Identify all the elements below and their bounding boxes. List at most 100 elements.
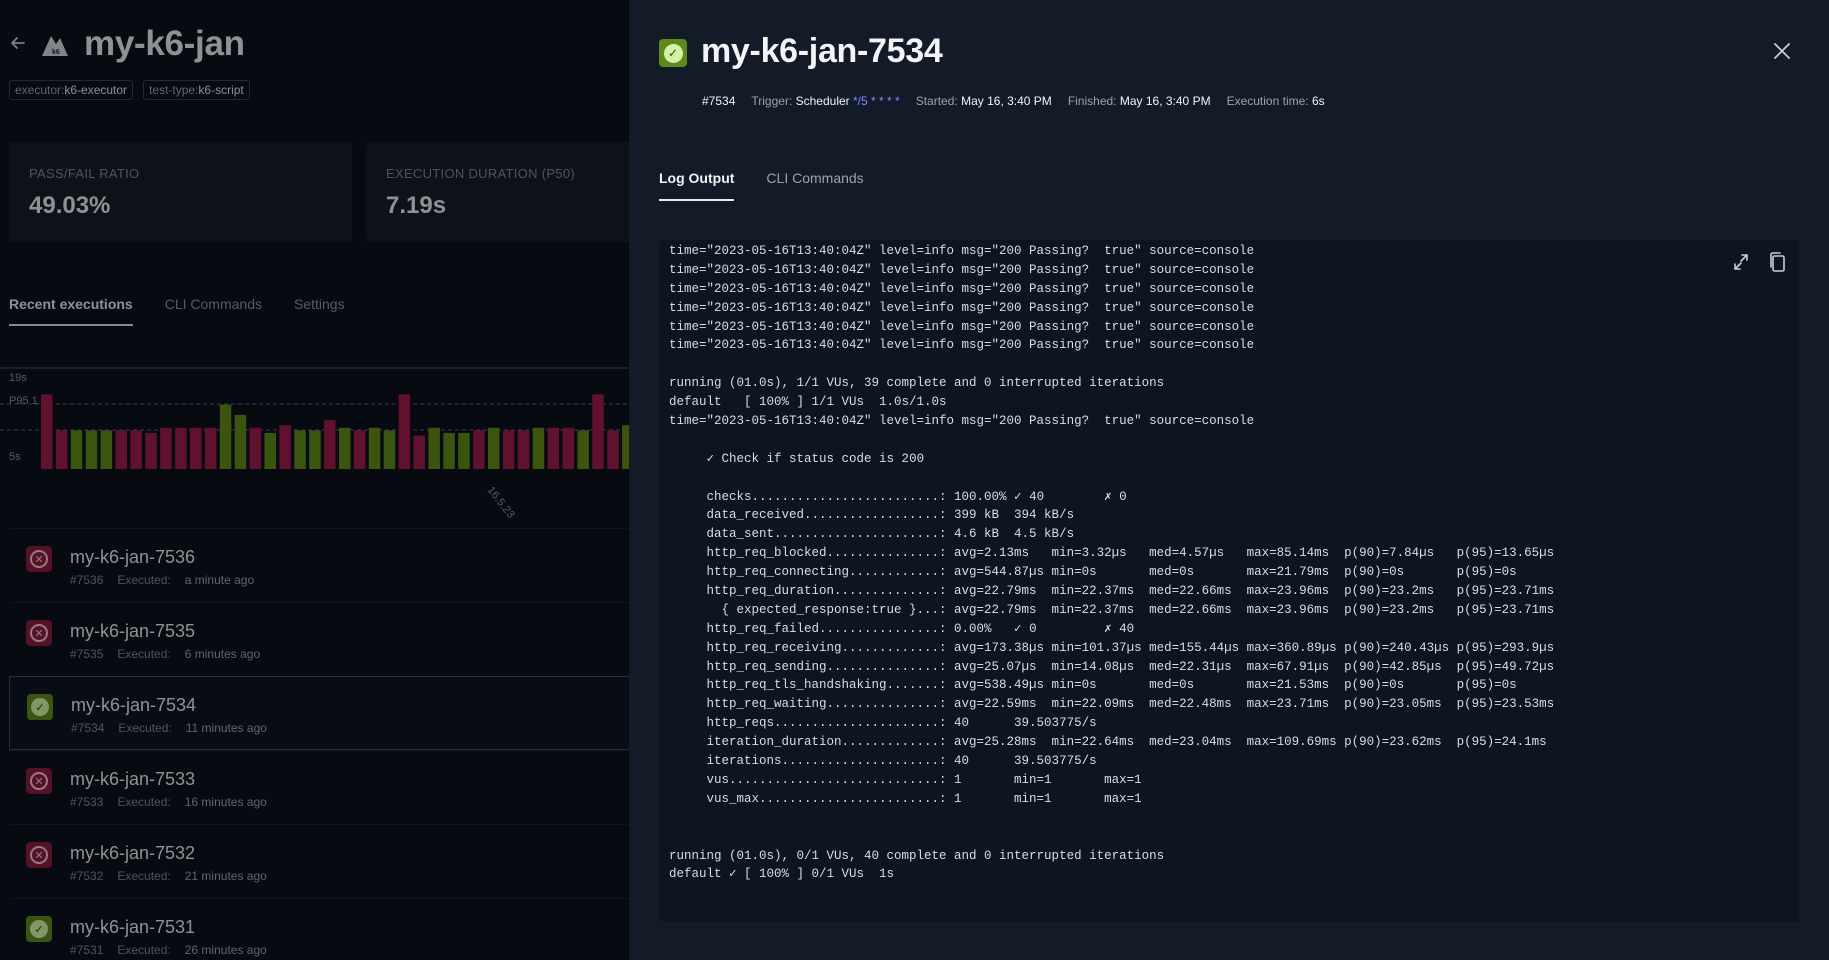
failed-bar (353, 430, 366, 469)
status-failed-badge: ✕ (26, 842, 52, 868)
log-line: checks.........................: 100.00%… (669, 489, 1127, 504)
passed-bar (383, 430, 396, 469)
execution-drawer: ✓ my-k6-jan-7534 #7534 Trigger: Schedule… (629, 0, 1829, 960)
tab-log-output[interactable]: Log Output (659, 170, 735, 201)
log-line: http_req_failed................: 0.00% ✓… (669, 621, 1135, 636)
passed-bar (488, 427, 500, 469)
executed-label: Executed: (117, 943, 171, 957)
executed-ago: 21 minutes ago (184, 869, 267, 883)
trigger-value: Scheduler (795, 94, 850, 108)
tab-recent-executions[interactable]: Recent executions (9, 296, 133, 326)
log-line: { expected_response:true }...: avg=22.79… (669, 602, 1555, 617)
executed-label: Executed: (118, 721, 172, 735)
finished-value: May 16, 3:40 PM (1119, 94, 1211, 108)
execution-row[interactable]: ✕ my-k6-jan-7533 #7533 Executed: 16 minutes … (9, 750, 629, 824)
failed-bar (502, 430, 515, 469)
executed-label: Executed: (117, 573, 171, 587)
log-line (669, 355, 1554, 374)
log-line: vus............................: 1 min=1… (669, 772, 1142, 787)
test-labels: executor:k6-executor test-type:k6-script (9, 80, 250, 100)
execution-meta: #7535 Executed: 6 minutes ago (70, 647, 274, 661)
log-line: time="2023-05-16T13:40:04Z" level=info m… (669, 244, 1255, 258)
failed-bar (324, 420, 336, 469)
log-line: vus_max........................: 1 min=1… (669, 791, 1142, 806)
execution-id: #7532 (70, 869, 104, 883)
copy-icon[interactable] (1767, 251, 1787, 273)
passed-bar (219, 404, 232, 469)
executed-ago: 16 minutes ago (184, 795, 267, 809)
fullscreen-icon[interactable] (1731, 251, 1751, 273)
back-arrow-icon[interactable] (9, 34, 27, 52)
status-passed-badge: ✓ (27, 694, 53, 720)
failed-bar (175, 427, 187, 469)
log-line: data_received..................: 399 kB … (669, 508, 1075, 523)
executed-label: Executed: (117, 869, 171, 883)
execution-id: #7533 (70, 795, 104, 809)
log-output-panel[interactable]: time="2023-05-16T13:40:04Z" level=info m… (659, 240, 1799, 922)
failed-bar (473, 430, 485, 469)
execution-meta: #7533 Executed: 16 minutes ago (70, 795, 281, 809)
log-line (669, 469, 1554, 488)
passed-bar (294, 430, 306, 469)
tab-cli-commands[interactable]: CLI Commands (766, 170, 864, 186)
metric-card-duration: EXECUTION DURATION (P50) 7.19s (366, 142, 629, 242)
status-passed-badge: ✓ (659, 39, 687, 67)
execution-name: my-k6-jan-7531 (70, 917, 196, 937)
passed-bar (577, 430, 589, 469)
tab-cli-commands[interactable]: CLI Commands (164, 296, 262, 312)
started-label: Started: (915, 94, 958, 108)
status-failed-badge: ✕ (26, 620, 52, 646)
status-failed-badge: ✕ (26, 546, 52, 572)
executed-label: Executed: (117, 795, 171, 809)
y-tick-label: P95 1 (9, 395, 38, 407)
failed-bar (592, 394, 604, 469)
passed-bar (85, 430, 98, 469)
execution-row[interactable]: ✓ my-k6-jan-7531 #7531 Executed: 26 minutes … (9, 898, 629, 960)
test-details-page: k6 my-k6-jan executor:k6-executor test-t… (0, 0, 629, 960)
passed-bar (428, 427, 440, 469)
label-chip: executor:k6-executor (9, 80, 134, 100)
label-chip: test-type:k6-script (143, 80, 250, 100)
failed-bar (547, 427, 560, 469)
label-value: k6-script (198, 83, 244, 97)
failed-bar (130, 430, 142, 469)
executions-chart: 19s P95 1 5s 16.5.23 (0, 367, 629, 521)
check-icon: ✓ (31, 698, 49, 716)
failed-bar (41, 394, 53, 469)
failed-bar (398, 394, 411, 469)
log-line: http_req_duration..............: avg=22.… (669, 584, 1555, 599)
tab-settings[interactable]: Settings (293, 296, 345, 312)
passed-bar (368, 427, 381, 469)
execution-row[interactable]: ✕ my-k6-jan-7536 #7536 Executed: a minute ag… (9, 528, 629, 602)
x-circle-icon: ✕ (30, 772, 48, 790)
y-tick-label: 5s (9, 451, 21, 463)
close-icon[interactable] (1773, 42, 1791, 60)
execution-row[interactable]: ✕ my-k6-jan-7532 #7532 Executed: 21 minutes … (9, 824, 629, 898)
log-line: data_sent......................: 4.6 kB … (669, 527, 1075, 542)
log-line (669, 828, 1554, 847)
execution-title: my-k6-jan-7534 (701, 32, 943, 70)
log-line: time="2023-05-16T13:40:04Z" level=info m… (669, 281, 1255, 296)
status-passed-badge: ✓ (26, 916, 52, 942)
log-line: http_reqs......................: 40 39.5… (669, 716, 1097, 731)
execution-row[interactable]: ✕ my-k6-jan-7535 #7535 Executed: 6 minutes a… (9, 602, 629, 676)
execution-meta: #7534 Trigger: Scheduler */5 * * * * Sta… (702, 94, 1325, 108)
log-line: http_req_receiving.............: avg=173… (669, 640, 1555, 655)
label-key: test-type: (149, 83, 199, 97)
passed-bar (622, 425, 629, 469)
execution-name: my-k6-jan-7535 (70, 621, 196, 641)
test-title: my-k6-jan (84, 24, 245, 63)
execution-name: my-k6-jan-7534 (71, 695, 197, 715)
passed-bar (532, 427, 545, 469)
trigger-info: Trigger: Scheduler */5 * * * * (751, 94, 899, 108)
metric-card-pass-fail: PASS/FAIL RATIO 49.03% (9, 142, 352, 242)
trigger-label: Trigger: (751, 94, 793, 108)
execution-id: #7535 (70, 647, 104, 661)
executed-ago: 26 minutes ago (184, 943, 267, 957)
execution-row[interactable]: ✓ my-k6-jan-7534 #7534 Executed: 11 minutes … (9, 676, 629, 750)
started-info: Started: May 16, 3:40 PM (916, 94, 1052, 108)
execution-number: #7534 (702, 94, 736, 108)
status-failed-badge: ✕ (26, 768, 52, 794)
metric-value: 7.19s (386, 192, 447, 219)
log-line: time="2023-05-16T13:40:04Z" level=info m… (669, 319, 1255, 334)
